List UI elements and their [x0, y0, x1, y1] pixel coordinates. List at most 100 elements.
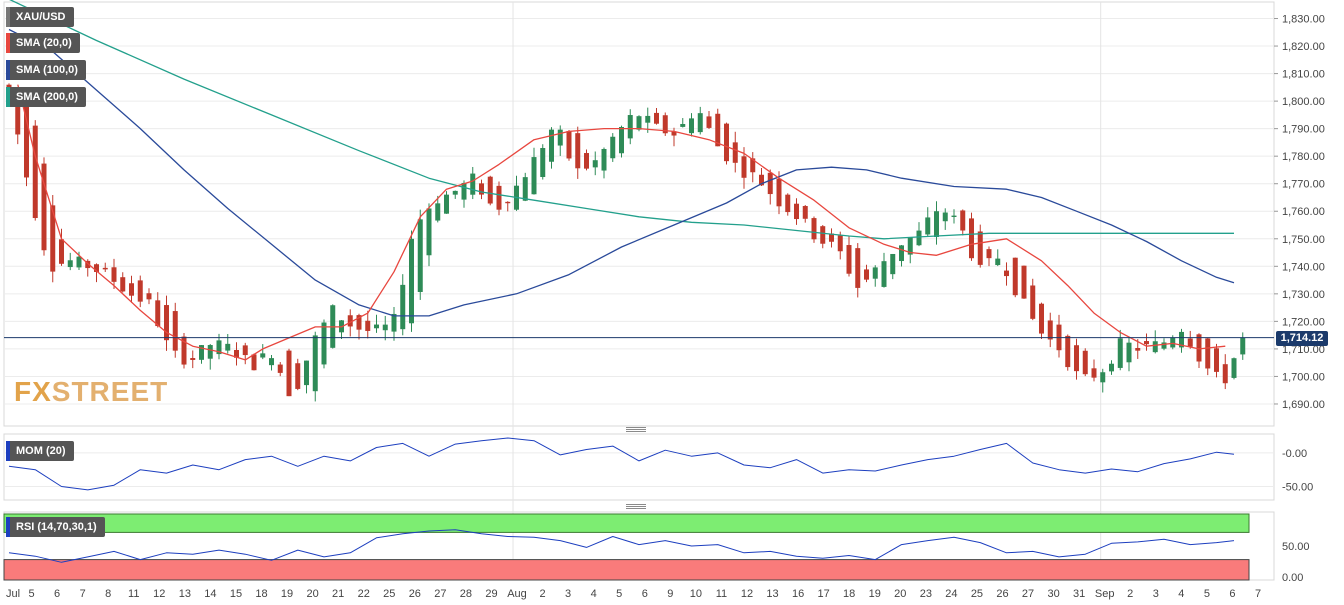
candle-body: [995, 258, 1001, 266]
candle-body: [496, 185, 502, 210]
candle-body: [181, 336, 187, 365]
candle-body: [234, 350, 239, 358]
candle-body: [566, 130, 572, 159]
price-tick-label: 1,770.00: [1282, 179, 1325, 191]
time-tick-label: 7: [1255, 588, 1261, 600]
candle-body: [671, 131, 677, 136]
candle-body: [409, 238, 414, 324]
candle-body: [820, 226, 826, 244]
candle-body: [374, 324, 379, 329]
rsi-tag[interactable]: RSI (14,70,30,1): [6, 517, 105, 537]
time-tick-label: 5: [28, 588, 34, 600]
candle-body: [1187, 338, 1193, 347]
time-tick-label: 6: [642, 588, 648, 600]
candle-body: [15, 92, 21, 135]
candle-body: [1039, 303, 1044, 334]
rsi-tick-label: 50.00: [1282, 541, 1310, 553]
candle-body: [479, 183, 484, 195]
sma200-label: SMA (200,0): [16, 91, 78, 103]
time-tick-label: 4: [591, 588, 597, 600]
candle-body: [1222, 364, 1228, 384]
time-tick-label: 14: [204, 588, 216, 600]
candle-body: [470, 173, 476, 195]
time-tick-label: Aug: [507, 588, 527, 600]
candle-body: [986, 249, 992, 259]
candle-body: [881, 261, 887, 287]
symbol-tag[interactable]: XAU/USD: [6, 7, 74, 27]
candle-body: [199, 345, 204, 360]
candle-body: [129, 283, 134, 296]
candle-body: [277, 364, 283, 373]
time-tick-label: 3: [565, 588, 571, 600]
candle-body: [715, 113, 721, 147]
candle-body: [1161, 342, 1167, 349]
candle-body: [1091, 368, 1097, 378]
candle-body: [662, 115, 668, 134]
price-tick-label: 1,780.00: [1282, 151, 1325, 163]
pane-resize-handle-rsi[interactable]: [626, 503, 646, 509]
time-tick-label: Jul: [6, 588, 20, 600]
candle-body: [925, 217, 931, 235]
price-tick-label: 1,760.00: [1282, 206, 1325, 218]
candle-body: [347, 315, 353, 327]
candle-body: [680, 123, 686, 127]
time-tick-label: 30: [1047, 588, 1059, 600]
candle-body: [1170, 337, 1176, 348]
candle-body: [627, 115, 633, 139]
mom-line: [8, 437, 1235, 491]
time-tick-label: 31: [1073, 588, 1085, 600]
candle-body: [776, 178, 782, 207]
symbol-label: XAU/USD: [16, 11, 66, 23]
time-tick-label: 2: [1127, 588, 1133, 600]
time-tick-label: 24: [945, 588, 957, 600]
candle-body: [444, 194, 449, 214]
candle-body: [155, 300, 161, 327]
candle-body: [365, 320, 371, 331]
candle-body: [846, 245, 852, 274]
candle-body: [286, 350, 292, 397]
candle-body: [829, 233, 834, 242]
candle-body: [575, 133, 581, 169]
time-tick-label: 25: [971, 588, 983, 600]
candle-body: [706, 116, 712, 128]
mom-tag[interactable]: MOM (20): [6, 441, 74, 461]
candle-body: [872, 267, 878, 279]
pane-resize-handle-mom[interactable]: [626, 426, 646, 432]
candle-body: [41, 163, 47, 251]
candle-body: [1196, 334, 1202, 362]
sma200-tag[interactable]: SMA (200,0): [6, 87, 86, 107]
candle-body: [977, 231, 983, 265]
candle-body: [251, 354, 257, 371]
time-tick-label: Sep: [1095, 588, 1115, 600]
candle-body: [505, 201, 511, 204]
candle-body: [1109, 363, 1114, 372]
price-axis-labels: 1,830.00 1,820.00 1,810.00 1,800.00 1,790.00…: [1282, 14, 1325, 584]
candle-body: [636, 116, 642, 130]
time-tick-label: 7: [80, 588, 86, 600]
sma100-label: SMA (100,0): [16, 64, 78, 76]
time-tick-label: 26: [996, 588, 1008, 600]
time-tick-label: 6: [54, 588, 60, 600]
candle-body: [1144, 341, 1149, 345]
time-tick-label: 29: [485, 588, 497, 600]
candle-body: [304, 360, 309, 386]
mom-tick-label: -50.00: [1282, 482, 1313, 494]
time-tick-label: 2: [540, 588, 546, 600]
price-pane-frame: [3, 1, 1275, 427]
time-tick-label: 18: [255, 588, 267, 600]
sma20-label: SMA (20,0): [16, 37, 72, 49]
candle-body: [732, 142, 738, 163]
candle-body: [1117, 338, 1123, 368]
candle-body: [1021, 265, 1027, 299]
fxstreet-logo: FXSTREET: [14, 376, 169, 407]
time-tick-label: 19: [281, 588, 293, 600]
candle-body: [540, 148, 546, 178]
sma20-tag[interactable]: SMA (20,0): [6, 33, 80, 53]
sma100-tag[interactable]: SMA (100,0): [6, 60, 86, 80]
time-tick-label: 3: [1153, 588, 1159, 600]
candle-body: [216, 340, 222, 355]
candle-body: [356, 315, 362, 330]
candle-body: [794, 203, 799, 220]
candle-body: [942, 212, 948, 222]
